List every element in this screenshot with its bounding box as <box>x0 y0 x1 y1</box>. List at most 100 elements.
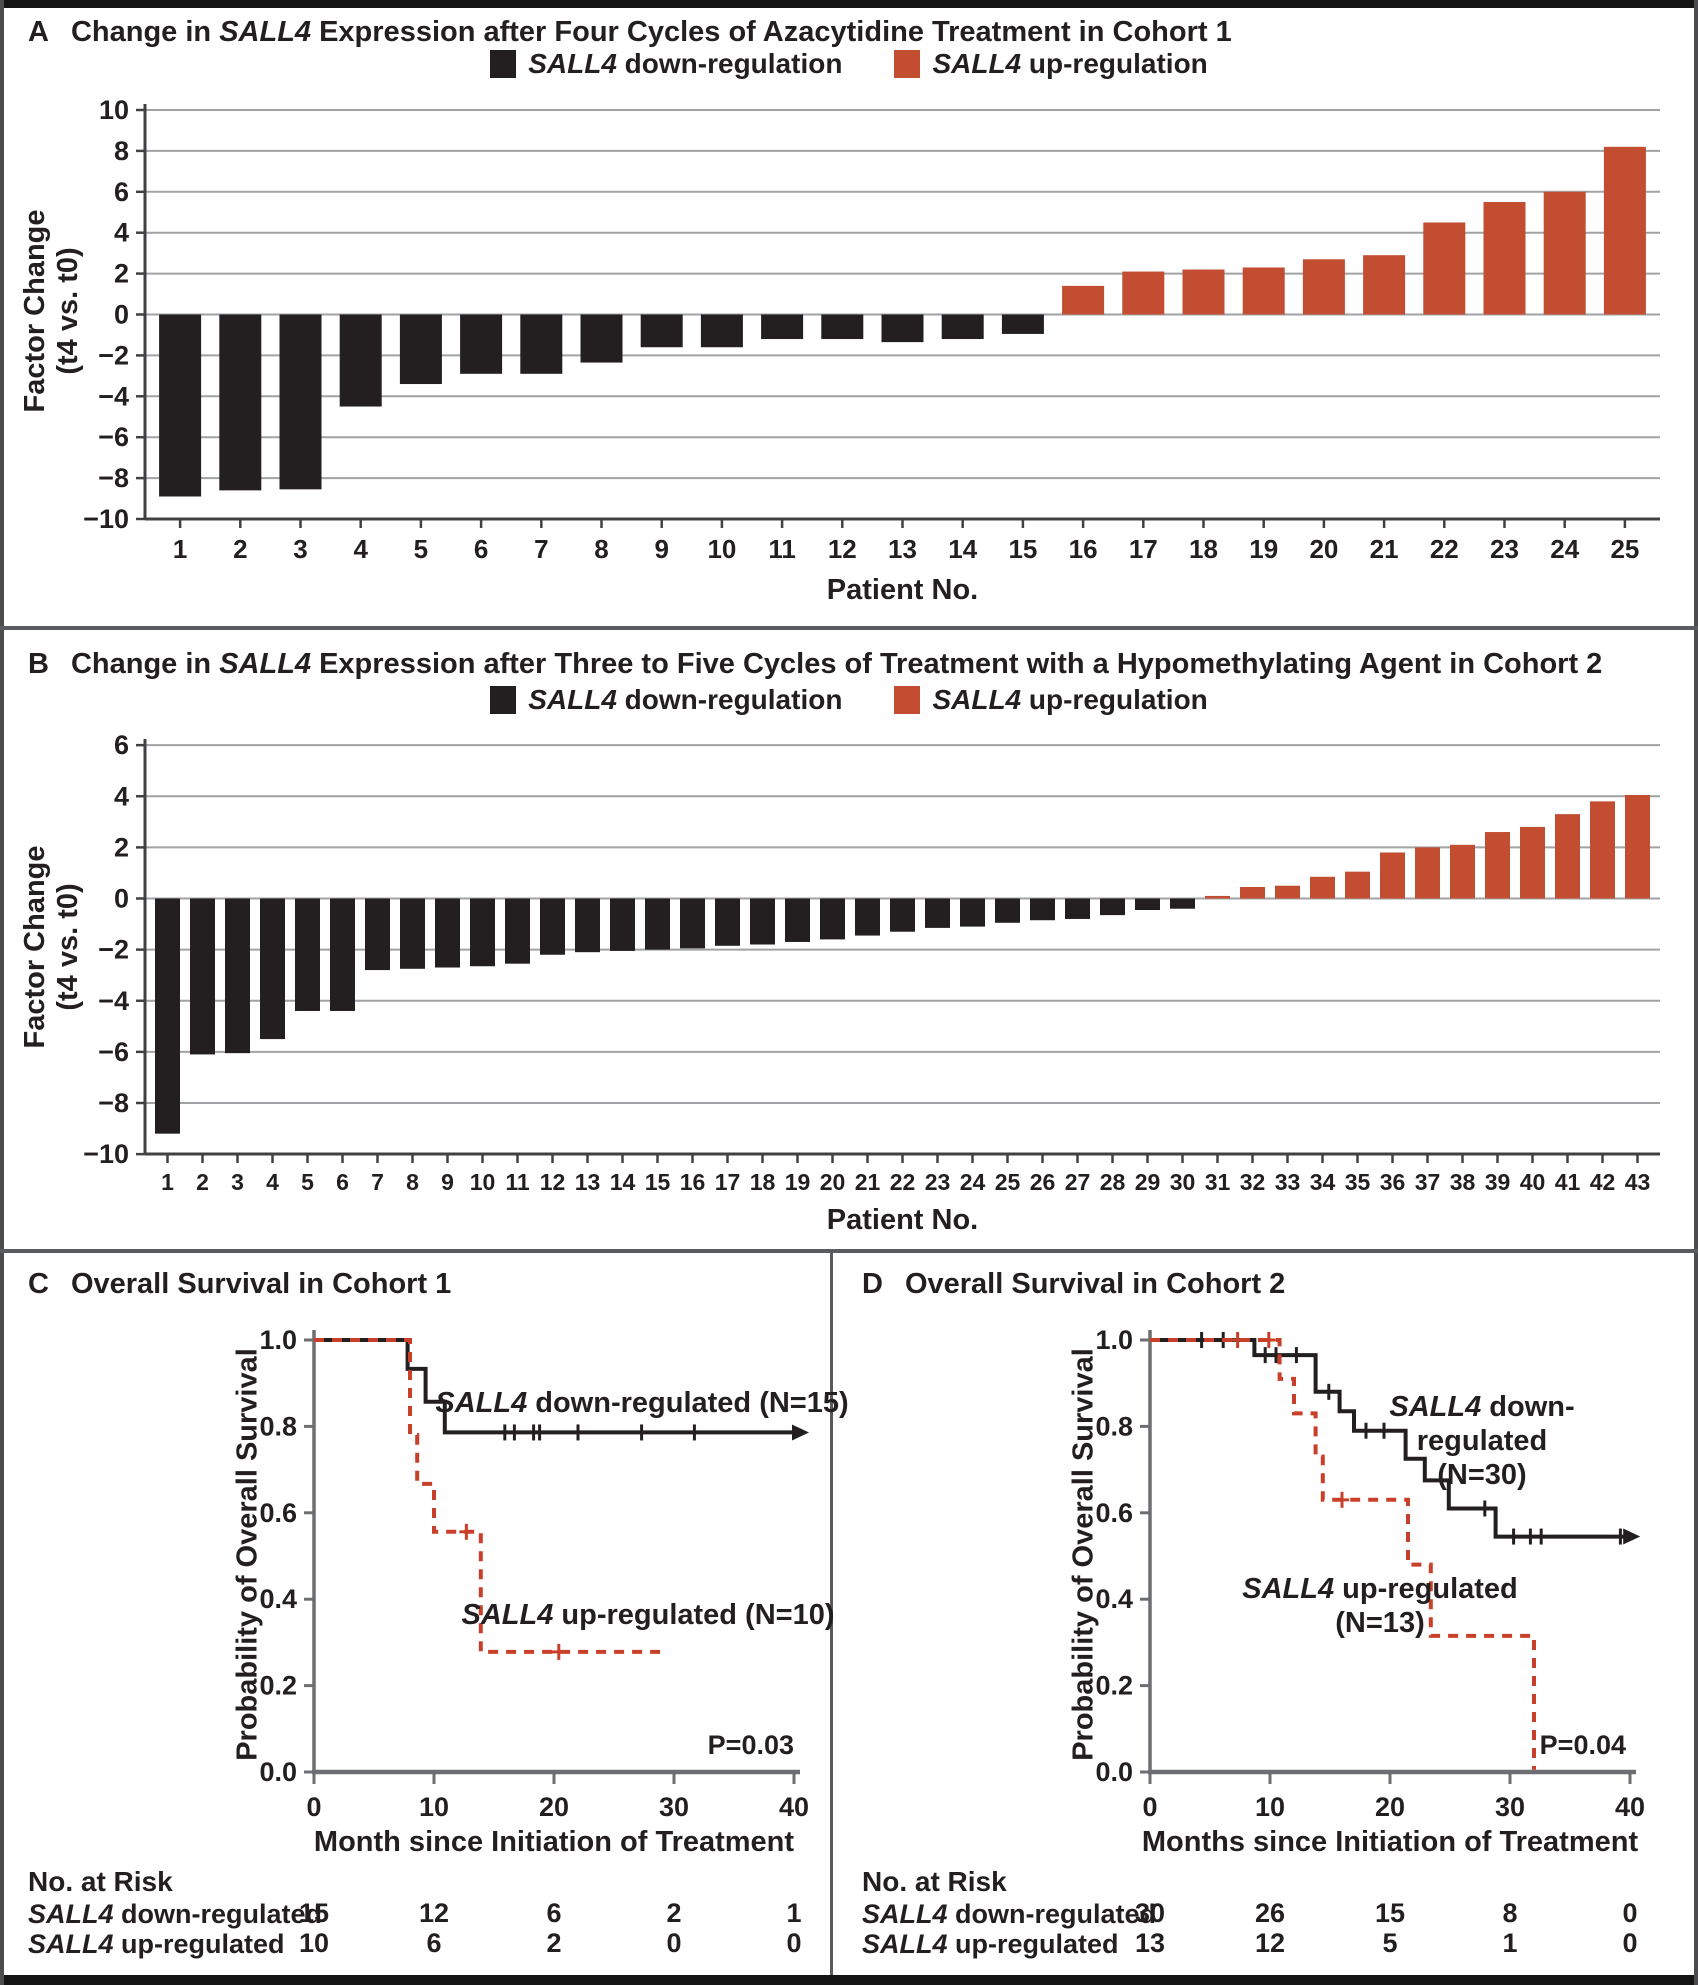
panel-c-risk-row-up-label: SALL4 up-regulated <box>28 1929 285 1959</box>
svg-text:1: 1 <box>173 534 187 564</box>
panel-b-x-axis-label: Patient No. <box>826 1204 979 1236</box>
figure-border-left <box>0 0 4 1985</box>
svg-text:2: 2 <box>114 259 129 289</box>
svg-text:8: 8 <box>594 534 608 564</box>
svg-text:16: 16 <box>680 1169 706 1195</box>
svg-text:−4: −4 <box>98 381 129 411</box>
svg-text:0.8: 0.8 <box>259 1411 297 1441</box>
svg-text:18: 18 <box>1189 534 1218 564</box>
svg-text:13: 13 <box>888 534 917 564</box>
panel-d-up-regulated-curve-label: SALL4 up-regulated (N=13) <box>1242 1573 1518 1639</box>
figure-border-right <box>1694 0 1698 1985</box>
svg-text:10: 10 <box>1255 1792 1285 1822</box>
svg-text:30: 30 <box>1170 1169 1196 1195</box>
panel-a-legend: SALL4 down-regulation SALL4 up-regulatio… <box>0 48 1698 80</box>
panel-b-letter: B <box>28 648 49 680</box>
svg-text:12: 12 <box>419 1898 449 1928</box>
svg-text:37: 37 <box>1415 1169 1441 1195</box>
panel-b-legend: SALL4 down-regulation SALL4 up-regulatio… <box>0 684 1698 716</box>
svg-text:4: 4 <box>266 1169 279 1195</box>
svg-text:2: 2 <box>546 1928 561 1958</box>
panel-c-title: C Overall Survival in Cohort 1 <box>28 1268 452 1300</box>
legend-item-up-regulation: SALL4 up-regulation <box>894 48 1208 80</box>
svg-text:13: 13 <box>575 1169 601 1195</box>
panel-d-risk-row-up-label: SALL4 up-regulated <box>862 1929 1119 1959</box>
svg-text:22: 22 <box>890 1169 916 1195</box>
svg-text:10: 10 <box>707 534 736 564</box>
svg-text:36: 36 <box>1380 1169 1406 1195</box>
panel-a-letter: A <box>28 16 49 48</box>
svg-text:14: 14 <box>610 1169 636 1195</box>
svg-text:5: 5 <box>1382 1928 1397 1958</box>
svg-text:0.2: 0.2 <box>1095 1671 1133 1701</box>
panel-c-letter: C <box>28 1268 49 1300</box>
svg-text:6: 6 <box>546 1898 561 1928</box>
svg-text:−6: −6 <box>98 422 129 452</box>
svg-text:2: 2 <box>233 534 247 564</box>
svg-text:−10: −10 <box>83 504 129 534</box>
svg-text:4: 4 <box>114 781 129 811</box>
svg-text:6: 6 <box>426 1928 441 1958</box>
legend-label: SALL4 up-regulation <box>932 48 1208 79</box>
svg-text:18: 18 <box>750 1169 776 1195</box>
figure-border-bottom <box>0 1975 1698 1985</box>
svg-text:9: 9 <box>654 534 668 564</box>
panel-d-risk-table-title: No. at Risk <box>862 1866 1007 1897</box>
svg-text:0: 0 <box>306 1792 321 1822</box>
svg-text:5: 5 <box>414 534 428 564</box>
svg-text:6: 6 <box>336 1169 349 1195</box>
svg-text:20: 20 <box>539 1792 569 1822</box>
svg-text:24: 24 <box>1550 534 1579 564</box>
svg-text:11: 11 <box>768 534 796 564</box>
svg-text:0: 0 <box>666 1928 681 1958</box>
panel-divider-b-cd <box>0 1249 1698 1253</box>
svg-text:8: 8 <box>114 136 129 166</box>
svg-text:0.6: 0.6 <box>259 1498 297 1528</box>
svg-text:4: 4 <box>114 218 129 248</box>
svg-text:20: 20 <box>820 1169 846 1195</box>
svg-text:40: 40 <box>1520 1169 1546 1195</box>
svg-text:9: 9 <box>441 1169 454 1195</box>
svg-text:0.2: 0.2 <box>259 1671 297 1701</box>
panel-c-risk-row-down-label: SALL4 down-regulated <box>28 1899 323 1929</box>
svg-text:24: 24 <box>960 1169 986 1195</box>
svg-text:35: 35 <box>1345 1169 1371 1195</box>
svg-text:25: 25 <box>995 1169 1021 1195</box>
svg-text:20: 20 <box>1309 534 1338 564</box>
svg-text:10: 10 <box>299 1928 329 1958</box>
svg-text:38: 38 <box>1450 1169 1476 1195</box>
svg-text:42: 42 <box>1590 1169 1616 1195</box>
svg-text:0: 0 <box>786 1928 801 1958</box>
svg-text:34: 34 <box>1310 1169 1336 1195</box>
svg-text:1.0: 1.0 <box>259 1325 297 1355</box>
svg-text:15: 15 <box>645 1169 671 1195</box>
svg-text:8: 8 <box>406 1169 419 1195</box>
svg-text:−8: −8 <box>98 463 129 493</box>
svg-text:12: 12 <box>1255 1928 1285 1958</box>
svg-text:27: 27 <box>1065 1169 1091 1195</box>
down-regulation-swatch-icon <box>490 686 517 714</box>
svg-text:12: 12 <box>540 1169 566 1195</box>
svg-text:13: 13 <box>1135 1928 1165 1958</box>
svg-text:2: 2 <box>114 832 129 862</box>
svg-text:10: 10 <box>99 95 129 125</box>
svg-text:15: 15 <box>1375 1898 1405 1928</box>
svg-text:11: 11 <box>505 1169 530 1195</box>
svg-text:31: 31 <box>1205 1169 1231 1195</box>
svg-text:7: 7 <box>534 534 548 564</box>
svg-text:43: 43 <box>1625 1169 1651 1195</box>
svg-text:0: 0 <box>1142 1792 1157 1822</box>
svg-text:33: 33 <box>1275 1169 1301 1195</box>
svg-text:3: 3 <box>293 534 307 564</box>
svg-text:26: 26 <box>1255 1898 1285 1928</box>
panel-b-title: B Change in SALL4 Expression after Three … <box>28 648 1603 680</box>
svg-text:39: 39 <box>1485 1169 1511 1195</box>
svg-text:0: 0 <box>114 884 129 914</box>
svg-text:0.0: 0.0 <box>1095 1757 1133 1787</box>
panel-divider-a-b <box>0 626 1698 630</box>
svg-text:16: 16 <box>1069 534 1098 564</box>
panel-d-risk-row-down-label: SALL4 down-regulated <box>862 1899 1157 1929</box>
up-regulation-swatch-icon <box>894 686 921 714</box>
